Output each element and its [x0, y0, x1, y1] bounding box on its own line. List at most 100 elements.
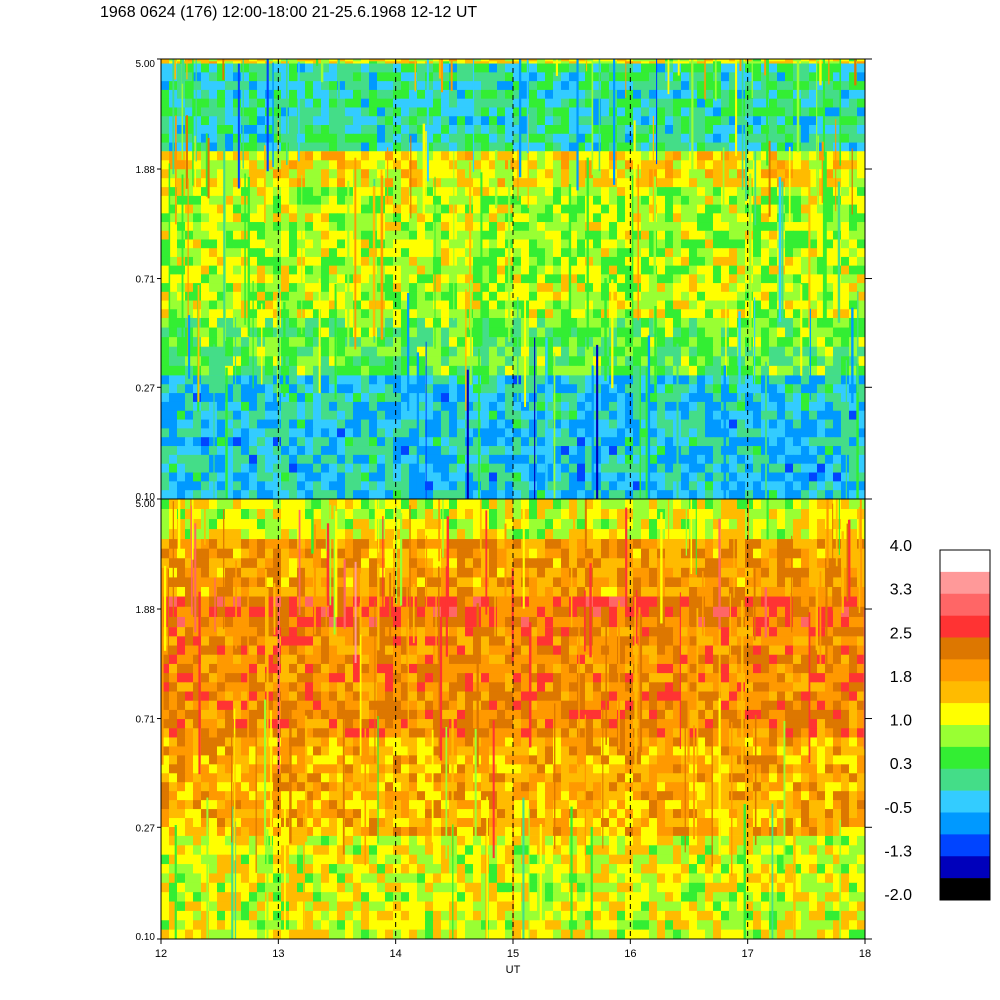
heatmap-cell	[249, 509, 258, 520]
heatmap-cell	[561, 384, 570, 394]
heatmap-cell	[345, 509, 354, 520]
heatmap-cell	[777, 490, 786, 499]
heatmap-cell	[641, 98, 650, 108]
heatmap-cell	[457, 283, 466, 293]
heatmap-cell	[705, 401, 714, 412]
heatmap-cell	[521, 59, 530, 62]
heatmap-cell	[385, 222, 394, 232]
heatmap-cell	[369, 142, 378, 152]
heatmap-cell	[209, 384, 218, 394]
heatmap-cell	[745, 428, 754, 438]
heatmap-cell	[233, 317, 242, 329]
heatmap-cell	[297, 169, 306, 179]
heatmap-cell	[521, 283, 530, 293]
heatmap-cell	[297, 375, 306, 385]
heatmap-cell	[785, 291, 794, 302]
heatmap-cell	[329, 401, 338, 412]
heatmap-cell	[249, 133, 258, 144]
heatmap-cell	[817, 490, 826, 499]
heatmap-cell	[385, 437, 394, 447]
heatmap-cell	[449, 346, 458, 357]
heatmap-cell	[425, 463, 434, 474]
heatmap-cell	[497, 401, 506, 412]
heatmap-cell	[801, 401, 810, 412]
heatmap-cell	[369, 59, 378, 62]
heatmap-cell	[561, 454, 570, 465]
heatmap-cell	[257, 446, 266, 456]
heatmap-cell	[753, 519, 762, 530]
heatmap-cell	[641, 446, 650, 456]
heatmap-cell	[657, 410, 666, 421]
heatmap-cell	[417, 454, 426, 465]
heatmap-cell	[393, 454, 402, 465]
heatmap-cell	[225, 256, 234, 267]
heatmap-cell	[537, 169, 546, 179]
heatmap-cell	[473, 401, 482, 412]
heatmap-cell	[281, 133, 290, 144]
heatmap-cell	[841, 309, 850, 319]
heatmap-cell	[617, 410, 626, 421]
heatmap-cell	[569, 107, 578, 117]
heatmap-cell	[545, 437, 554, 447]
heatmap-cell	[225, 142, 234, 152]
heatmap-cell	[321, 346, 330, 357]
heatmap-cell	[465, 519, 474, 530]
heatmap-cell	[585, 169, 594, 179]
heatmap-cell	[633, 61, 642, 65]
heatmap-cell	[561, 151, 570, 161]
heatmap-cell	[585, 490, 594, 499]
heatmap-cell	[305, 230, 314, 240]
heatmap-cell	[729, 291, 738, 302]
heatmap-cell	[817, 309, 826, 319]
heatmap-cell	[769, 222, 778, 232]
heatmap-cell	[817, 346, 826, 357]
heatmap-cell	[705, 116, 714, 126]
heatmap-streak	[691, 59, 694, 170]
heatmap-cell	[361, 499, 370, 510]
heatmap-cell	[849, 169, 858, 179]
heatmap-cell	[217, 125, 226, 135]
heatmap-cell	[777, 169, 786, 179]
heatmap-cell	[641, 142, 650, 152]
heatmap-cell	[857, 300, 865, 310]
heatmap-cell	[329, 116, 338, 126]
heatmap-cell	[537, 337, 546, 348]
heatmap-cell	[377, 63, 386, 73]
heatmap-cell	[689, 410, 698, 421]
heatmap-cell	[465, 89, 474, 100]
heatmap-cell	[241, 490, 250, 499]
heatmap-cell	[529, 300, 538, 310]
heatmap-cell	[801, 410, 810, 421]
heatmap-cell	[441, 499, 450, 510]
heatmap-cell	[721, 195, 730, 206]
heatmap-cell	[857, 401, 865, 412]
heatmap-cell	[497, 59, 506, 62]
heatmap-cell	[433, 72, 442, 82]
heatmap-cell	[169, 401, 178, 412]
heatmap-cell	[281, 81, 290, 91]
heatmap-cell	[505, 116, 514, 126]
heatmap-cell	[297, 519, 306, 530]
heatmap-cell	[801, 317, 810, 329]
heatmap-cell	[657, 59, 666, 62]
heatmap-cell	[617, 428, 626, 438]
heatmap-cell	[673, 160, 682, 170]
heatmap-cell	[185, 529, 194, 540]
heatmap-cell	[737, 133, 746, 144]
heatmap-cell	[721, 187, 730, 197]
heatmap-streak	[283, 301, 286, 398]
heatmap-cell	[409, 401, 418, 412]
heatmap-cell	[449, 419, 458, 429]
heatmap-cell	[641, 187, 650, 197]
heatmap-cell	[225, 428, 234, 438]
heatmap-cell	[385, 401, 394, 412]
heatmap-cell	[225, 446, 234, 456]
heatmap-cell	[753, 169, 762, 179]
heatmap-cell	[641, 274, 650, 284]
heatmap-cell	[241, 160, 250, 170]
heatmap-cell	[425, 63, 434, 73]
heatmap-cell	[513, 454, 522, 465]
heatmap-cell	[601, 428, 610, 438]
heatmap-cell	[433, 499, 442, 510]
heatmap-cell	[169, 481, 178, 491]
